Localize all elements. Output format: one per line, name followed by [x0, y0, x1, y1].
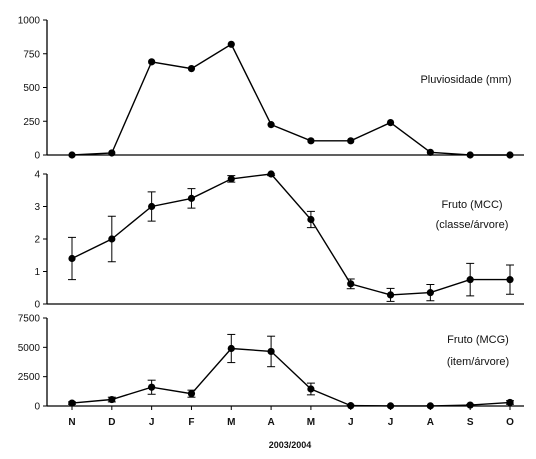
x-tick-label: M: [227, 417, 235, 428]
data-point-3: [187, 390, 196, 398]
series-line-3: [71, 347, 511, 407]
data-point-3: [466, 401, 474, 409]
y-tick-label-3: 0: [34, 402, 40, 413]
data-point-2: [466, 276, 474, 284]
data-point-3: [148, 383, 156, 391]
data-point-1: [227, 40, 235, 48]
data-point-2: [506, 276, 514, 284]
data-point-1: [506, 151, 514, 159]
panel-label-3: Fruto (MCG): [447, 334, 509, 346]
data-point-1: [347, 137, 355, 145]
data-point-2: [386, 291, 395, 299]
y-tick-label-2: 4: [34, 170, 40, 181]
data-point-2: [426, 289, 434, 297]
x-tick-label: A: [267, 417, 274, 428]
data-point-2: [267, 170, 275, 178]
data-point-3: [386, 402, 395, 410]
panel-label-2: (classe/árvore): [436, 219, 509, 231]
data-point-1: [108, 149, 116, 157]
data-point-3: [307, 385, 315, 393]
x-tick-label: M: [307, 417, 315, 428]
data-point-1: [267, 121, 275, 129]
data-point-2: [187, 194, 196, 202]
data-point-2: [227, 175, 235, 183]
data-point-3: [506, 398, 514, 407]
data-point-3: [68, 399, 76, 407]
panel-label-2: Fruto (MCC): [441, 199, 502, 211]
y-tick-label-3: 5000: [18, 343, 41, 354]
data-point-1: [386, 119, 395, 127]
x-tick-label: S: [467, 417, 474, 428]
data-point-2: [347, 280, 355, 288]
data-point-1: [426, 148, 434, 156]
y-tick-label-1: 1000: [18, 16, 41, 27]
data-point-1: [68, 151, 76, 159]
data-point-1: [307, 137, 315, 145]
data-point-3: [108, 395, 116, 404]
y-tick-label-2: 1: [34, 267, 40, 278]
y-tick-label-1: 250: [23, 117, 40, 128]
data-point-2: [307, 215, 315, 224]
panel-label-1: Pluviosidade (mm): [420, 74, 511, 86]
series-line-1: [71, 43, 510, 156]
x-tick-label: O: [506, 417, 514, 428]
y-tick-label-3: 2500: [18, 372, 41, 383]
x-tick-label: J: [149, 417, 155, 428]
x-tick-label: J: [388, 417, 394, 428]
y-tick-label-1: 750: [23, 49, 40, 60]
data-point-3: [426, 402, 434, 410]
x-tick-label: F: [188, 417, 194, 428]
y-tick-label-2: 0: [34, 300, 40, 311]
data-point-1: [466, 151, 474, 159]
data-point-1: [187, 65, 196, 73]
y-tick-label-2: 3: [34, 202, 40, 213]
data-point-3: [227, 344, 235, 353]
data-point-1: [148, 58, 156, 66]
x-tick-label: J: [348, 417, 354, 428]
data-point-3: [267, 347, 275, 356]
y-tick-label-1: 0: [34, 151, 40, 162]
y-tick-label-3: 7500: [18, 314, 41, 325]
data-point-2: [108, 235, 116, 243]
x-tick-label: A: [427, 417, 434, 428]
series-line-2: [71, 173, 510, 296]
data-point-2: [148, 202, 156, 211]
data-point-2: [68, 254, 76, 263]
data-point-3: [347, 402, 355, 410]
x-tick-label: N: [68, 417, 75, 428]
y-tick-label-2: 2: [34, 235, 40, 246]
x-axis-title: 2003/2004: [269, 440, 312, 450]
y-tick-label-1: 500: [23, 83, 40, 94]
x-tick-label: D: [108, 417, 115, 428]
panel-label-3: (item/árvore): [447, 356, 509, 368]
